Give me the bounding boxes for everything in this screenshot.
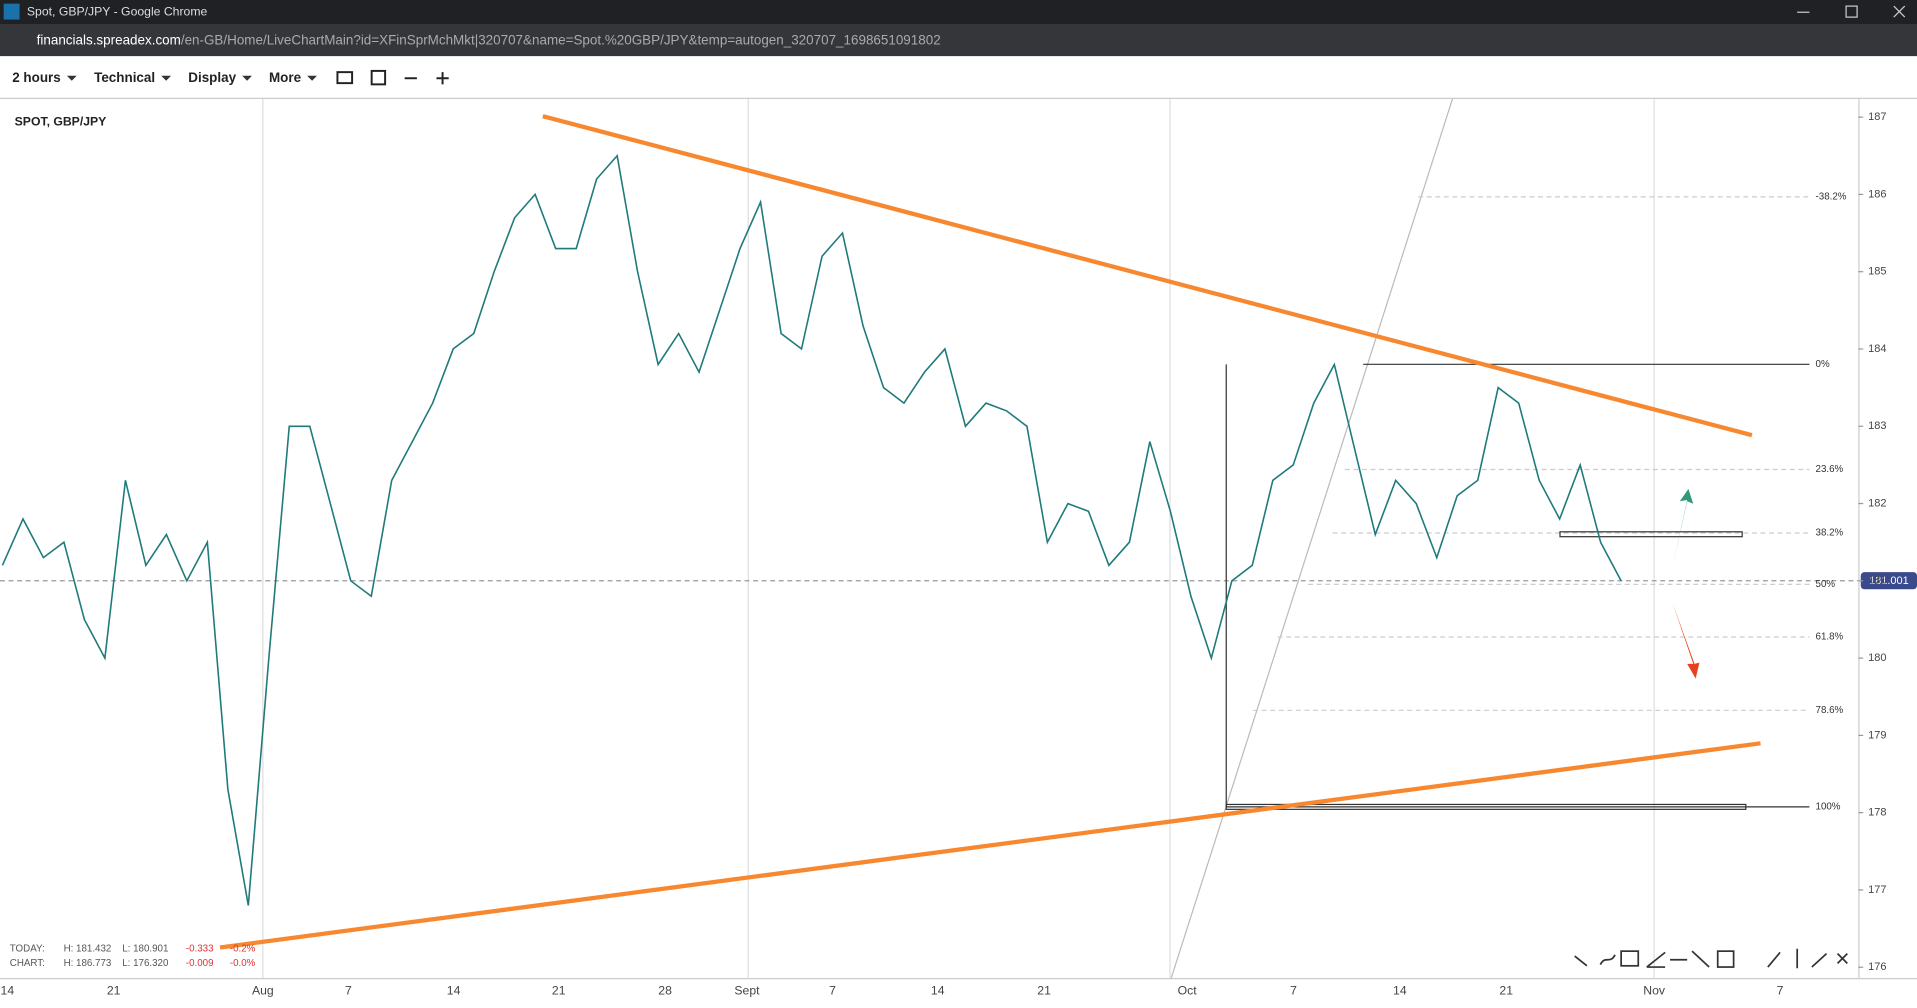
up-arrow [1672,489,1694,568]
y-tick-label: 183 [1868,420,1886,432]
x-tick-label: 21 [552,984,566,998]
plot: SPOT, GBP/JPY 181.001 [0,98,1917,980]
x-tick-label: Nov [1643,984,1666,998]
dropdown-caret [242,75,252,81]
x-tick-label: 7 [345,984,352,998]
x-tick-label: 21 [107,984,121,998]
x-tick-label: 21 [1037,984,1051,998]
fib-label: 100% [1816,801,1841,812]
toolbar-menu[interactable]: 2 hours [12,70,61,85]
stat: CHART: [10,958,45,969]
url-domain: financials.spreadex.com [37,32,181,47]
x-tick-label: 14 [931,984,945,998]
x-tick-label: 14 [447,984,461,998]
last-price-tag [1860,572,1917,590]
stat: -0.333 [186,943,214,954]
x-tick-label: 7 [1290,984,1297,998]
x-tick-label: Oct [1178,984,1198,998]
stat: L: 180.901 [122,943,168,954]
address-bar [0,24,1917,57]
dropdown-caret [161,75,172,81]
y-tick-label: 179 [1868,729,1886,741]
y-tick-label: 176 [1868,961,1886,973]
toolbar-menu[interactable]: Technical [94,70,155,85]
y-tick-label: 181 [1868,575,1886,587]
dropdown-caret [66,75,77,81]
stat: -0.009 [186,958,214,969]
x-tick-label: Sept [734,984,760,998]
dropdown-caret [307,75,317,81]
x-tick-label: Aug [252,984,274,998]
toolbar-icons[interactable] [336,69,449,86]
last-price: 181.001 [1869,575,1909,587]
fib-frame [1225,363,1810,810]
chart-title: SPOT, GBP/JPY [15,114,107,128]
title-bar [0,0,1917,25]
fib-label: 78.6% [1816,705,1844,716]
fib-label: 38.2% [1816,528,1844,539]
trend-lines [219,114,1761,950]
y-tick-label: 180 [1868,652,1886,664]
y-tick-label: 177 [1868,884,1886,896]
month-gridlines [262,99,1655,979]
stat: H: 186.773 [64,958,112,969]
toolbar [0,56,1917,100]
fib-label: 23.6% [1816,464,1844,475]
y-tick-label: 185 [1868,266,1886,278]
fib-fan-line [1170,98,1454,979]
y-tick-label: 178 [1868,807,1886,819]
stat: H: 181.432 [64,943,112,954]
fib-label: 61.8% [1816,632,1844,643]
y-tick-label: 182 [1868,497,1886,509]
window-title: Spot, GBP/JPY - Google Chrome [27,4,208,18]
x-tick-label: 7 [1777,984,1784,998]
drawing-tools[interactable] [1574,948,1848,969]
stat: -0.2% [230,943,256,954]
x-tick-label: 21 [1499,984,1513,998]
toolbar-items: 2 hours Technical Display More [12,70,317,85]
fib-lines [1253,196,1810,711]
x-tick-label: 7 [829,984,836,998]
x-tick-label: 28 [658,984,672,998]
fib-label: -38.2% [1816,191,1847,202]
x-tick-label: 14 [1393,984,1407,998]
window-controls[interactable] [1797,5,1906,18]
app-icon [3,3,20,20]
price-line [1,153,1622,906]
down-arrow [1672,602,1700,679]
url[interactable]: financials.spreadex.com/en-GB/Home/LiveC… [37,32,941,47]
stat: TODAY: [10,943,45,954]
x-tick-label: 14 [1,984,15,998]
y-tick-label: 186 [1868,188,1886,200]
url-path: /en-GB/Home/LiveChartMain?id=XFinSprMchM… [181,32,941,47]
y-tick-label: 184 [1868,343,1886,355]
stat: L: 176.320 [122,958,169,969]
toolbar-menu[interactable]: Display [188,70,236,85]
fib-label: 0% [1816,359,1830,370]
fib-label: 50% [1816,579,1836,590]
y-tick-label: 187 [1868,111,1886,123]
toolbar-menu[interactable]: More [269,70,302,85]
stat: -0.0% [230,958,256,969]
